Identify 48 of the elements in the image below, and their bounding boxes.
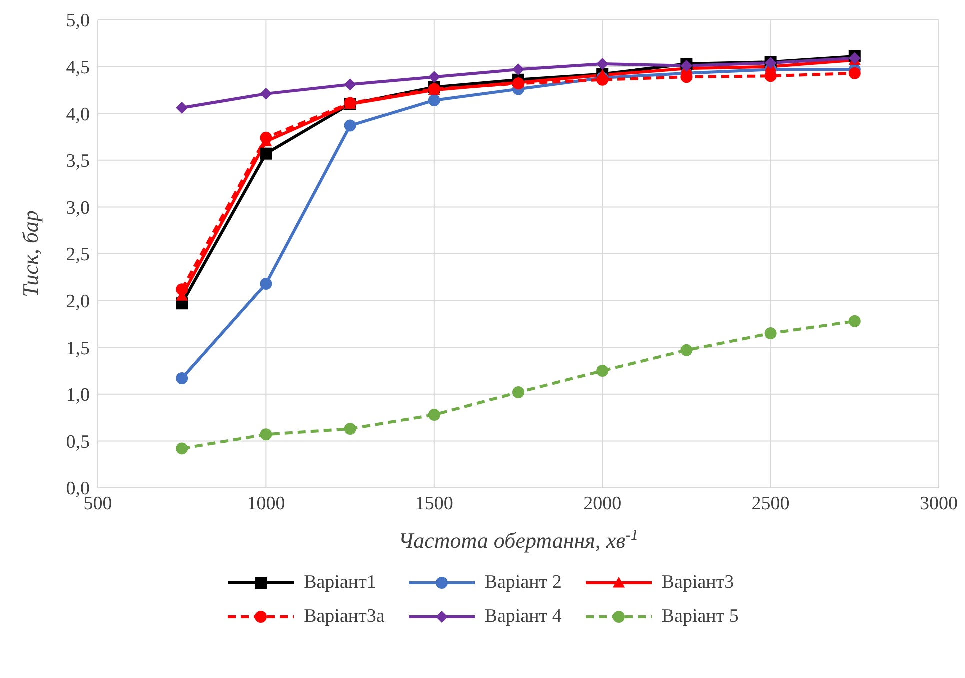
point bbox=[512, 64, 524, 76]
point bbox=[428, 408, 440, 421]
point bbox=[848, 67, 861, 80]
point bbox=[428, 71, 440, 84]
y-tick-label: 4,5 bbox=[66, 58, 90, 79]
point bbox=[512, 78, 524, 90]
point bbox=[344, 78, 356, 91]
y-tick-label: 3,0 bbox=[66, 198, 90, 219]
point bbox=[176, 372, 188, 384]
x-axis-title: Частота обертання, хв$^{-1}$ bbox=[398, 526, 639, 553]
legend-label: Варіант1 bbox=[304, 572, 376, 594]
point bbox=[260, 132, 272, 144]
x-tick-label: 1000 bbox=[247, 493, 286, 514]
point bbox=[176, 284, 188, 296]
y-axis-title: Тиск, бар bbox=[18, 210, 43, 298]
legend-label: Варіант3 bbox=[662, 572, 734, 594]
point bbox=[764, 328, 777, 340]
y-tick-label: 2,5 bbox=[66, 244, 90, 266]
point bbox=[260, 278, 272, 290]
point bbox=[764, 70, 777, 82]
point bbox=[596, 365, 609, 377]
point bbox=[680, 344, 693, 356]
legend-label: Варіант3а bbox=[304, 606, 385, 628]
y-tick-label: 2,0 bbox=[66, 292, 90, 313]
y-tick-label: 1,5 bbox=[66, 338, 90, 360]
point bbox=[176, 102, 188, 114]
point bbox=[512, 386, 524, 399]
y-tick-label: 3,5 bbox=[66, 151, 90, 172]
point bbox=[428, 94, 440, 106]
legend-label: Варіант 2 bbox=[484, 572, 562, 594]
point bbox=[260, 88, 272, 100]
point bbox=[344, 120, 356, 132]
point bbox=[260, 428, 272, 441]
point bbox=[596, 58, 609, 70]
legend-label: Варіант 5 bbox=[662, 606, 739, 628]
point bbox=[848, 315, 861, 328]
y-tick-label: 4,0 bbox=[66, 104, 90, 126]
point bbox=[176, 442, 188, 455]
legend-label: Варіант 4 bbox=[484, 606, 562, 628]
y-tick-label: 1,0 bbox=[66, 385, 90, 406]
y-tick-label: 0,5 bbox=[66, 432, 90, 453]
point bbox=[260, 148, 272, 160]
point bbox=[344, 423, 356, 436]
y-tick-label: 5,0 bbox=[66, 10, 90, 32]
x-tick-label: 3000 bbox=[920, 493, 958, 514]
x-tick-label: 1500 bbox=[415, 493, 454, 514]
x-tick-label: 2500 bbox=[752, 493, 790, 514]
x-tick-label: 2000 bbox=[584, 493, 622, 514]
